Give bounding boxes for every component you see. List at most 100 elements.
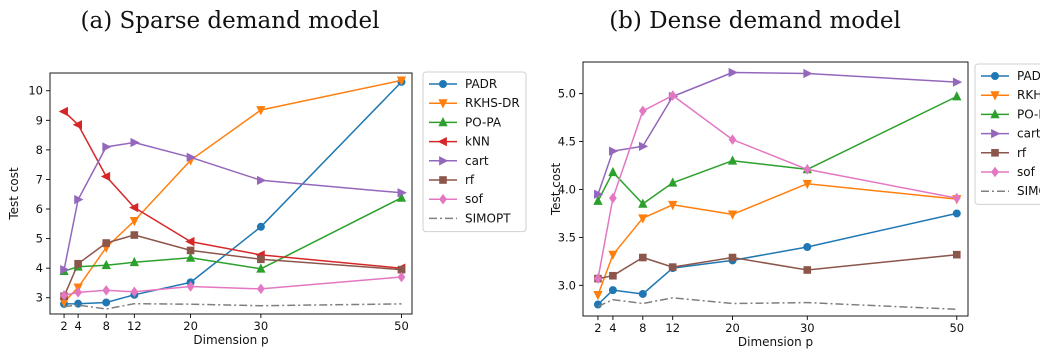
caption-b: (b) Dense demand model bbox=[609, 8, 901, 34]
data-point-knn bbox=[72, 120, 83, 130]
data-point-po-pa bbox=[608, 166, 618, 177]
legend-marker bbox=[438, 117, 448, 127]
y-tick-label: 4.5 bbox=[558, 135, 576, 149]
x-axis-label: Dimension p bbox=[193, 333, 268, 347]
data-point-rf bbox=[803, 266, 812, 274]
legend-item-rkhs-dr: RKHS-DR bbox=[429, 96, 520, 110]
legend-item-rf: rf bbox=[981, 146, 1027, 160]
legend-marker bbox=[437, 136, 447, 147]
y-tick-label: 10 bbox=[28, 84, 43, 98]
legend-marker bbox=[990, 109, 1000, 119]
chart-dense: 2 4 8 12 20 30 50 3.0 3.5 4.0 4.5 5.0 Dimension p Tes… bbox=[549, 61, 1040, 349]
series-line-cart bbox=[63, 141, 402, 270]
data-point-rkhs-dr bbox=[802, 179, 812, 190]
data-point-sof bbox=[102, 285, 111, 296]
data-point-sof bbox=[594, 273, 602, 284]
data-point-knn bbox=[58, 106, 68, 117]
legend-marker bbox=[438, 80, 447, 89]
data-point-cart bbox=[609, 146, 619, 156]
y-tick-label: 4.0 bbox=[558, 182, 576, 196]
legend-marker bbox=[438, 99, 448, 109]
series-po-pa bbox=[593, 91, 962, 208]
series-rkhs-dr bbox=[59, 76, 407, 308]
data-point-rf bbox=[609, 271, 617, 280]
x-tick-label: 30 bbox=[254, 319, 269, 333]
legend-label: RKHS-DR bbox=[1017, 88, 1040, 102]
legend-item-sof: sof bbox=[429, 192, 484, 206]
legend-label: SIMOPT bbox=[1017, 184, 1040, 198]
series-line-sof bbox=[63, 276, 402, 297]
series-padr bbox=[60, 77, 406, 308]
x-axis-label: Dimension p bbox=[738, 335, 813, 349]
series-line-cart bbox=[597, 71, 957, 195]
data-point-sof bbox=[668, 90, 677, 101]
data-point-padr bbox=[952, 209, 961, 218]
data-point-padr bbox=[256, 222, 265, 231]
data-point-cart bbox=[397, 188, 407, 198]
data-point-knn bbox=[100, 171, 111, 182]
data-point-sof bbox=[803, 164, 812, 175]
data-point-po-pa bbox=[952, 91, 962, 101]
legend-label: RKHS-DR bbox=[465, 96, 520, 110]
legend-label: PADR bbox=[1017, 69, 1040, 83]
data-point-cart bbox=[638, 141, 649, 151]
data-point-cart bbox=[803, 68, 813, 79]
legend-item-padr: PADR bbox=[429, 77, 497, 91]
legend-item-simopt: SIMOPT bbox=[981, 184, 1040, 198]
y-tick-label: 5.0 bbox=[558, 87, 576, 101]
series-line-po-pa bbox=[63, 197, 402, 272]
series-line-rkhs-dr bbox=[63, 79, 402, 303]
data-point-rkhs-dr bbox=[638, 214, 648, 224]
x-tick-label: 30 bbox=[800, 321, 815, 335]
data-point-sof bbox=[638, 105, 647, 117]
legend-item-po-pa: PO-PA bbox=[429, 115, 502, 129]
series-simopt bbox=[64, 302, 402, 310]
data-point-cart bbox=[952, 77, 963, 87]
legend-item-cart: cart bbox=[429, 154, 489, 168]
series-rf bbox=[594, 250, 961, 283]
y-tick-label: 6 bbox=[36, 202, 43, 216]
data-point-rkhs-dr bbox=[593, 291, 603, 301]
legend-label: PADR bbox=[465, 77, 497, 91]
y-tick-label: 5 bbox=[36, 232, 43, 246]
legend-label: sof bbox=[1017, 165, 1036, 179]
data-point-rkhs-dr bbox=[129, 216, 139, 227]
caption-a: (a) Sparse demand model bbox=[81, 8, 380, 34]
data-point-cart bbox=[256, 175, 267, 185]
data-point-po-pa bbox=[593, 195, 603, 205]
y-tick-label: 9 bbox=[36, 113, 43, 127]
data-point-cart bbox=[130, 137, 140, 148]
data-point-sof bbox=[952, 192, 961, 204]
legend-item-padr: PADR bbox=[981, 69, 1040, 83]
data-point-rkhs-dr bbox=[256, 106, 266, 116]
data-point-padr bbox=[803, 242, 812, 251]
data-point-rf bbox=[130, 231, 139, 239]
data-point-padr bbox=[102, 298, 111, 307]
legend-item-rf: rf bbox=[429, 173, 475, 187]
y-axis-label: Test cost bbox=[549, 163, 563, 217]
series-sof bbox=[594, 90, 961, 284]
x-tick-label: 12 bbox=[665, 321, 680, 335]
legend-item-knn: kNN bbox=[429, 135, 490, 149]
y-tick-label: 8 bbox=[36, 143, 43, 157]
legend-label: SIMOPT bbox=[465, 211, 511, 225]
y-tick-label: 3 bbox=[36, 291, 43, 305]
legend-label: PO-PA bbox=[1017, 107, 1040, 121]
data-point-cart bbox=[186, 152, 196, 162]
legend: PADR RKHS-DR PO-PA cart rf sof SIMOPT bbox=[974, 63, 1040, 205]
legend-item-cart: cart bbox=[981, 127, 1040, 141]
x-tick-label: 50 bbox=[949, 321, 964, 335]
data-point-rf bbox=[186, 246, 195, 255]
x-tick-label: 4 bbox=[609, 321, 616, 335]
data-point-rkhs-dr bbox=[727, 210, 738, 220]
data-point-knn bbox=[128, 202, 139, 213]
x-tick-label: 8 bbox=[639, 321, 646, 335]
legend-item-rkhs-dr: RKHS-DR bbox=[981, 88, 1040, 102]
data-point-cart bbox=[60, 264, 70, 275]
x-tick-label: 20 bbox=[725, 321, 740, 335]
data-point-rkhs-dr bbox=[608, 250, 618, 261]
x-tick-label: 2 bbox=[60, 319, 67, 333]
series-rf bbox=[60, 231, 406, 301]
